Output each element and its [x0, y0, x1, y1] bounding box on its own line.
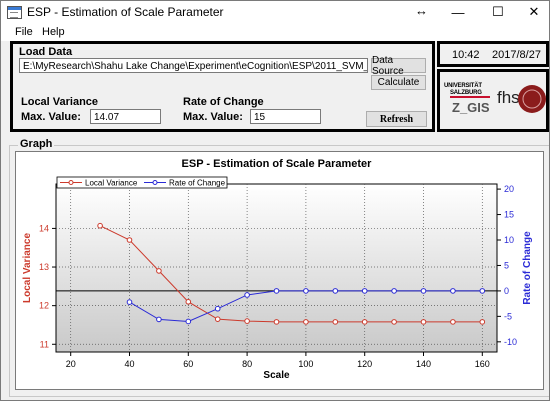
- window-title: ESP - Estimation of Scale Parameter: [27, 5, 224, 19]
- x-axis-label: Scale: [263, 370, 290, 381]
- data-point: [391, 319, 397, 325]
- data-point: [244, 318, 250, 324]
- data-source-button[interactable]: Data Source: [371, 55, 426, 77]
- menu-help[interactable]: Help: [42, 26, 65, 38]
- maximize-button[interactable]: ☐: [492, 4, 504, 19]
- data-point: [391, 288, 397, 294]
- y-left-tick-label: 14: [39, 223, 49, 233]
- legend-marker: [152, 180, 158, 185]
- y-left-tick-label: 12: [39, 301, 49, 311]
- y-left-tick-label: 11: [40, 339, 49, 349]
- data-point: [214, 316, 221, 322]
- data-point: [420, 319, 427, 325]
- data-point: [156, 316, 162, 323]
- data-point: [479, 288, 486, 294]
- clock-panel: 10:42 2017/8/27: [437, 41, 549, 67]
- data-point: [450, 288, 456, 294]
- graph-label: Graph: [18, 138, 55, 150]
- refresh-button[interactable]: Refresh: [366, 111, 427, 127]
- clock-date: 2017/8/27: [492, 49, 541, 61]
- rate-of-change-max-input[interactable]: 15: [250, 109, 321, 124]
- data-point: [361, 319, 368, 325]
- chart-title: ESP - Estimation of Scale Parameter: [182, 158, 373, 170]
- rate-of-change-label: Rate of Change: [183, 96, 264, 108]
- legend-label: Rate of Change: [169, 179, 226, 188]
- esp-chart: 20 40 60 80 100 120 140 160 11 12 13 14 -10 -5 0 5 10 15 2…: [22, 158, 533, 381]
- data-path-input[interactable]: E:\MyResearch\Shahu Lake Change\Experime…: [19, 58, 368, 73]
- fhs-seal-icon: [518, 85, 546, 113]
- control-panel: Load Data E:\MyResearch\Shahu Lake Chang…: [10, 41, 435, 132]
- x-tick-label: 60: [183, 359, 193, 369]
- data-point: [479, 319, 486, 325]
- y-right-tick-label: 10: [504, 235, 514, 245]
- x-tick-label: 120: [357, 359, 372, 369]
- data-point: [156, 268, 162, 274]
- x-tick-label: 80: [242, 359, 252, 369]
- menu-file[interactable]: File: [15, 26, 33, 38]
- data-point: [303, 319, 309, 325]
- menu-bar: File Help: [1, 23, 549, 41]
- legend-marker: [68, 180, 74, 185]
- data-point: [332, 288, 339, 294]
- logos-panel: UNIVERSITÄT SALZBURG Z_GIS fhs: [437, 69, 549, 132]
- y-right-axis-label: Rate of Change: [522, 231, 533, 305]
- local-variance-max-input[interactable]: 14.07: [90, 109, 161, 124]
- data-point: [185, 318, 192, 325]
- data-point: [185, 298, 192, 305]
- title-bar[interactable]: ESP - Estimation of Scale Parameter ↔ — …: [1, 1, 549, 23]
- calculate-button[interactable]: Calculate: [371, 75, 426, 90]
- resize-arrows-icon: ↔: [415, 3, 428, 18]
- app-window-icon: [7, 6, 22, 19]
- data-point: [126, 299, 133, 305]
- data-point: [244, 292, 250, 298]
- x-tick-label: 100: [298, 359, 313, 369]
- data-point: [361, 288, 368, 294]
- x-tick-label: 160: [475, 359, 490, 369]
- data-point: [420, 288, 427, 294]
- legend-box: [56, 176, 228, 189]
- y-left-axis-label: Local Variance: [22, 233, 33, 303]
- data-point: [273, 319, 280, 325]
- series-line-local-variance: [99, 225, 483, 323]
- fhs-logo: fhs: [497, 85, 547, 122]
- data-point: [214, 305, 221, 312]
- rate-of-change-max-label: Max. Value:: [183, 111, 243, 123]
- local-variance-max-label: Max. Value:: [21, 111, 81, 123]
- y-right-tick-label: 5: [504, 260, 509, 270]
- y-right-tick-label: 20: [504, 184, 514, 194]
- chart-area: 20 40 60 80 100 120 140 160 11 12 13 14 -10 -5 0 5 10 15 2…: [15, 151, 544, 390]
- data-point: [303, 288, 309, 294]
- close-button[interactable]: ✕: [528, 4, 540, 19]
- y-left-tick-label: 13: [39, 262, 49, 272]
- local-variance-label: Local Variance: [21, 96, 99, 108]
- legend-label: Local Variance: [85, 179, 138, 188]
- y-right-tick-label: 15: [504, 210, 514, 220]
- y-right-tick-label: 0: [504, 286, 509, 296]
- plot-area: [55, 183, 498, 353]
- x-tick-label: 40: [124, 359, 134, 369]
- data-point: [332, 319, 339, 325]
- x-tick-label: 20: [66, 359, 76, 369]
- data-point: [126, 237, 133, 243]
- minimize-button[interactable]: —: [451, 4, 465, 20]
- load-data-label: Load Data: [19, 46, 73, 58]
- graph-groupbox: [9, 145, 549, 397]
- data-point: [273, 288, 280, 294]
- clock-time: 10:42: [452, 49, 480, 61]
- data-point: [450, 319, 456, 325]
- uni-salzburg-logo: UNIVERSITÄT SALZBURG Z_GIS: [444, 83, 490, 115]
- y-right-tick-label: -5: [504, 311, 512, 321]
- y-right-tick-label: -10: [504, 337, 517, 347]
- data-point: [97, 222, 103, 229]
- x-tick-label: 140: [416, 359, 431, 369]
